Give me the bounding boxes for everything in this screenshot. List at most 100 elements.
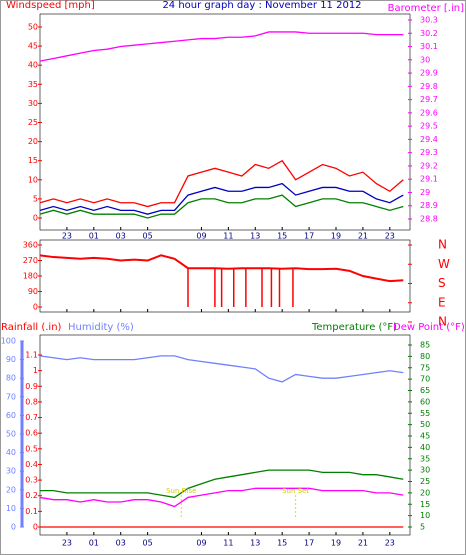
y2-tick-label: 29.4 — [420, 135, 438, 144]
y3-tick-label: 60 — [6, 411, 16, 420]
x-tick-label: 13 — [250, 232, 260, 241]
y-tick-label: 30 — [28, 99, 38, 108]
temperature-label: Temperature (°F) — [311, 322, 397, 333]
y-tick-label: 10 — [28, 175, 38, 184]
y2-tick-label: 85 — [420, 341, 430, 350]
y-tick-label: 1 — [33, 366, 38, 375]
x-tick-label: 09 — [196, 232, 206, 241]
y-tick-label: 360 — [23, 241, 38, 250]
chart-title: 24 hour graph day : November 11 2012 — [162, 0, 361, 11]
y2-tick-label: 75 — [420, 363, 430, 372]
x-tick-label: 01 — [89, 232, 99, 241]
y-tick-label: 0 — [33, 214, 38, 223]
x-tick-label: 19 — [331, 232, 341, 241]
x-tick-label: 17 — [304, 539, 314, 548]
y3-tick-label: 100 — [1, 337, 16, 346]
x-tick-label: 13 — [250, 539, 260, 548]
y-tick-label: 5 — [33, 194, 38, 203]
y2-tick-label: 29.3 — [420, 148, 438, 157]
x-tick-label: 23 — [62, 539, 72, 548]
y2-tick-label: 30.3 — [420, 16, 438, 25]
y-tick-label: 45 — [28, 42, 38, 51]
y-tick-label: 0 — [33, 523, 38, 532]
y2-tick-label: 60 — [420, 397, 430, 406]
y2-tick-label: 29.2 — [420, 161, 438, 170]
plot-area — [39, 13, 411, 231]
y-tick-label: 90 — [28, 287, 38, 296]
y2-tick-label: 29.7 — [420, 95, 438, 104]
y3-tick-label: 0 — [11, 523, 16, 532]
series-line — [39, 487, 404, 508]
series-line — [40, 469, 404, 499]
y2-tick-label: W — [438, 257, 450, 271]
y2-tick-label: 35 — [420, 454, 430, 463]
y3-tick-label: 50 — [6, 430, 16, 439]
y2-tick-label: 50 — [420, 420, 430, 429]
y2-tick-label: 29.8 — [420, 82, 438, 91]
y-tick-label: 0.2 — [25, 491, 38, 500]
annotation-label: Sun Rise — [166, 487, 196, 495]
x-tick-label: 17 — [304, 232, 314, 241]
x-tick-label: 03 — [116, 232, 126, 241]
y-tick-label: 15 — [28, 156, 38, 165]
y-tick-label: 0.5 — [25, 444, 38, 453]
y-tick-label: 0.8 — [25, 397, 38, 406]
y2-tick-label: 30 — [420, 466, 430, 475]
y-tick-label: 180 — [23, 272, 38, 281]
y2-tick-label: 28.8 — [420, 215, 438, 224]
y2-tick-label: 65 — [420, 386, 430, 395]
y3-tick-label: 40 — [6, 448, 16, 457]
x-tick-label: 23 — [62, 232, 72, 241]
y2-tick-label: 29.6 — [420, 108, 438, 117]
y2-tick-label: 25 — [420, 477, 430, 486]
y-tick-label: 40 — [28, 61, 38, 70]
y-tick-label: 25 — [28, 118, 38, 127]
y-tick-label: 50 — [28, 23, 38, 32]
y2-tick-label: S — [438, 276, 446, 290]
x-tick-label: 15 — [277, 232, 287, 241]
barometer-label: Barometer [.in] — [388, 3, 464, 14]
y-tick-label: 0.4 — [25, 460, 38, 469]
x-tick-label: 01 — [89, 539, 99, 548]
y2-tick-label: 28.9 — [420, 201, 438, 210]
y2-tick-label: 30.1 — [420, 42, 438, 51]
y2-tick-label: 40 — [420, 443, 430, 452]
y-tick-label: 0.3 — [25, 476, 38, 485]
y2-tick-label: 29.9 — [420, 69, 438, 78]
series-line — [39, 31, 404, 62]
y2-tick-label: 29 — [420, 188, 430, 197]
x-tick-label: 05 — [143, 232, 153, 241]
x-tick-label: 15 — [277, 539, 287, 548]
y2-tick-label: 30.2 — [420, 29, 438, 38]
y2-tick-label: 55 — [420, 409, 430, 418]
series-line — [39, 194, 404, 219]
y2-tick-label: 10 — [420, 511, 430, 520]
y3-tick-label: 30 — [6, 467, 16, 476]
y2-tick-label: 20 — [420, 488, 430, 497]
y-tick-label: 0.9 — [25, 382, 38, 391]
annotation-label: Sun Set — [282, 487, 309, 495]
y2-tick-label: 29.1 — [420, 175, 438, 184]
y2-tick-label: N — [438, 315, 447, 329]
y2-tick-label: 45 — [420, 432, 430, 441]
y-tick-label: 0.7 — [25, 413, 38, 422]
y-tick-label: 270 — [23, 256, 38, 265]
y2-tick-label: 70 — [420, 375, 430, 384]
y-tick-label: 1.1 — [25, 351, 38, 360]
y3-tick-label: 80 — [6, 374, 16, 383]
y-tick-label: 0 — [33, 303, 38, 312]
x-tick-label: 11 — [223, 232, 233, 241]
humidity-label: Humidity (%) — [68, 322, 134, 333]
y3-tick-label: 20 — [6, 485, 16, 494]
y2-tick-label: E — [438, 295, 446, 309]
y2-tick-label: N — [438, 238, 447, 252]
x-tick-label: 11 — [223, 539, 233, 548]
y-tick-label: 0.6 — [25, 429, 38, 438]
y2-tick-label: 15 — [420, 500, 430, 509]
series-line — [39, 182, 404, 215]
x-tick-label: 21 — [358, 539, 368, 548]
y-tick-label: 0.1 — [25, 507, 38, 516]
y-tick-label: 35 — [28, 80, 38, 89]
y-tick-label: 20 — [28, 137, 38, 146]
